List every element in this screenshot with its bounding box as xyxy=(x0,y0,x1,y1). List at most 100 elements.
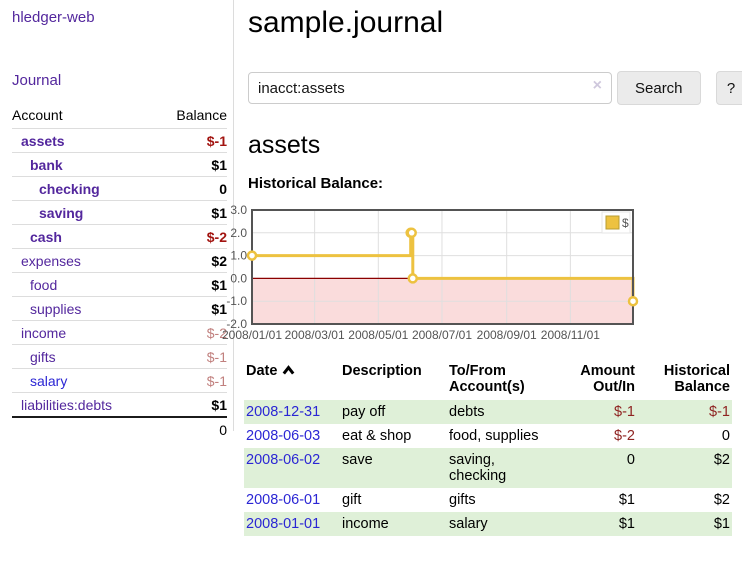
transaction-date-link[interactable]: 2008-06-02 xyxy=(246,452,321,468)
accounts-total-spacer xyxy=(12,416,155,442)
search-form: × Search ? xyxy=(248,71,742,105)
page-title: sample.journal xyxy=(248,6,444,39)
register-row: 2008-01-01 income salary $1 $1 xyxy=(244,512,732,536)
account-row: expenses $2 xyxy=(12,248,227,273)
account-row: assets $-1 xyxy=(12,128,227,153)
account-link[interactable]: gifts xyxy=(30,348,56,365)
register-table: Date Description To/From Account(s) Amou… xyxy=(244,360,732,536)
app-title: hledger-web xyxy=(12,9,227,27)
account-row: supplies $1 xyxy=(12,296,227,321)
account-balance: $-1 xyxy=(154,128,227,153)
account-balance: 0 xyxy=(154,176,227,201)
account-link[interactable]: supplies xyxy=(30,300,82,317)
transaction-date-link[interactable]: 2008-01-01 xyxy=(246,516,321,532)
x-tick-label: 2008/07/01 xyxy=(412,328,472,342)
account-link[interactable]: checking xyxy=(39,180,100,197)
transaction-date-link[interactable]: 2008-12-31 xyxy=(246,404,321,420)
account-row: salary $-1 xyxy=(12,368,227,393)
app-title-link[interactable]: hledger-web xyxy=(12,9,95,26)
legend-label: $ xyxy=(622,216,629,230)
y-tick-label: -2.0 xyxy=(226,317,247,331)
help-button[interactable]: ? xyxy=(715,71,742,105)
register-date-cell: 2008-06-01 xyxy=(244,488,340,512)
account-row: cash $-2 xyxy=(12,224,227,249)
register-balance-cell: $-1 xyxy=(709,404,730,420)
register-description-cell: pay off xyxy=(342,404,386,420)
register-header-account: To/From Account(s) xyxy=(449,363,525,395)
accounts-header-row: Account Balance xyxy=(12,104,227,129)
data-point-marker xyxy=(246,250,258,261)
register-header-description: Description xyxy=(342,363,422,379)
register-date-cell: 2008-06-02 xyxy=(244,448,340,488)
register-date-cell: 2008-01-01 xyxy=(244,512,340,536)
account-row: bank $1 xyxy=(12,152,227,177)
sort-ascending-icon xyxy=(282,363,295,379)
register-header-balance: Historical Balance xyxy=(663,363,730,395)
account-balance: $-1 xyxy=(154,368,227,393)
register-date-cell: 2008-12-31 xyxy=(244,400,340,424)
accounts-header-balance: Balance xyxy=(176,107,227,123)
account-row: food $1 xyxy=(12,272,227,297)
account-balance: $1 xyxy=(154,152,227,177)
register-row: 2008-06-01 gift gifts $1 $2 xyxy=(244,488,732,512)
plot-border xyxy=(251,209,634,325)
register-amount-cell: $-1 xyxy=(614,404,635,420)
register-header-date[interactable]: Date xyxy=(244,360,340,400)
register-row: 2008-12-31 pay off debts $-1 $-1 xyxy=(244,400,732,424)
account-link[interactable]: bank xyxy=(30,156,63,173)
search-button[interactable]: Search xyxy=(617,71,701,105)
account-link[interactable]: liabilities:debts xyxy=(21,396,113,413)
register-description-cell: gift xyxy=(342,492,362,508)
account-link[interactable]: income xyxy=(21,324,67,341)
y-tick-label: 1.0 xyxy=(230,249,247,263)
data-point-marker xyxy=(407,273,419,284)
register-amount-cell: 0 xyxy=(626,452,635,468)
register-row: 2008-06-03 eat & shop food, supplies $-2 0 xyxy=(244,424,732,448)
register-balance-cell: $1 xyxy=(713,516,730,532)
x-tick-label: 2008/05/01 xyxy=(348,328,408,342)
x-tick-label: 2008/03/01 xyxy=(285,328,345,342)
account-link[interactable]: expenses xyxy=(21,252,81,269)
main-content: sample.journal × Search ? assets Histori… xyxy=(222,0,742,582)
register-accounts-cell: food, supplies xyxy=(449,428,539,444)
account-balance: $1 xyxy=(154,272,227,297)
account-link[interactable]: cash xyxy=(30,228,62,245)
register-description-cell: income xyxy=(342,516,389,532)
chart-title: Historical Balance: xyxy=(248,175,384,192)
clear-search-icon[interactable]: × xyxy=(592,77,602,94)
data-point-marker xyxy=(406,227,417,239)
register-description-cell: eat & shop xyxy=(342,428,412,444)
accounts-total-value: 0 xyxy=(154,416,227,442)
sidebar-item-journal[interactable]: Journal xyxy=(12,72,62,89)
transaction-date-link[interactable]: 2008-06-01 xyxy=(246,492,321,508)
account-link[interactable]: food xyxy=(30,276,58,293)
search-input[interactable] xyxy=(248,72,612,104)
y-tick-label: 2.0 xyxy=(230,226,247,240)
accounts-table: Account Balance assets $-1 bank $1 checking 0… xyxy=(12,104,227,442)
legend-swatch xyxy=(605,215,620,230)
x-tick-label: 2008/09/01 xyxy=(477,328,537,342)
account-balance: $1 xyxy=(154,392,227,417)
register-balance-cell: $2 xyxy=(713,492,730,508)
account-row: saving $1 xyxy=(12,200,227,225)
y-tick-label: -1.0 xyxy=(226,294,247,308)
account-link[interactable]: assets xyxy=(21,132,65,149)
x-tick-label: 2008/11/01 xyxy=(541,328,600,342)
transaction-date-link[interactable]: 2008-06-03 xyxy=(246,428,321,444)
accounts-total-row: 0 xyxy=(12,416,227,442)
account-row: gifts $-1 xyxy=(12,344,227,369)
account-balance: $1 xyxy=(154,200,227,225)
register-amount-cell: $-2 xyxy=(614,428,635,444)
account-balance: $2 xyxy=(154,248,227,273)
y-tick-label: 3.0 xyxy=(230,203,247,217)
register-date-cell: 2008-06-03 xyxy=(244,424,340,448)
register-accounts-cell: gifts xyxy=(449,492,476,508)
account-link[interactable]: saving xyxy=(39,204,84,221)
register-accounts-cell: saving, checking xyxy=(449,452,507,484)
register-accounts-cell: salary xyxy=(449,516,488,532)
account-link[interactable]: salary xyxy=(30,372,68,389)
account-row: liabilities:debts $1 xyxy=(12,392,227,417)
data-point-marker xyxy=(627,295,639,307)
x-tick-label: 2008/01/01 xyxy=(222,328,282,342)
